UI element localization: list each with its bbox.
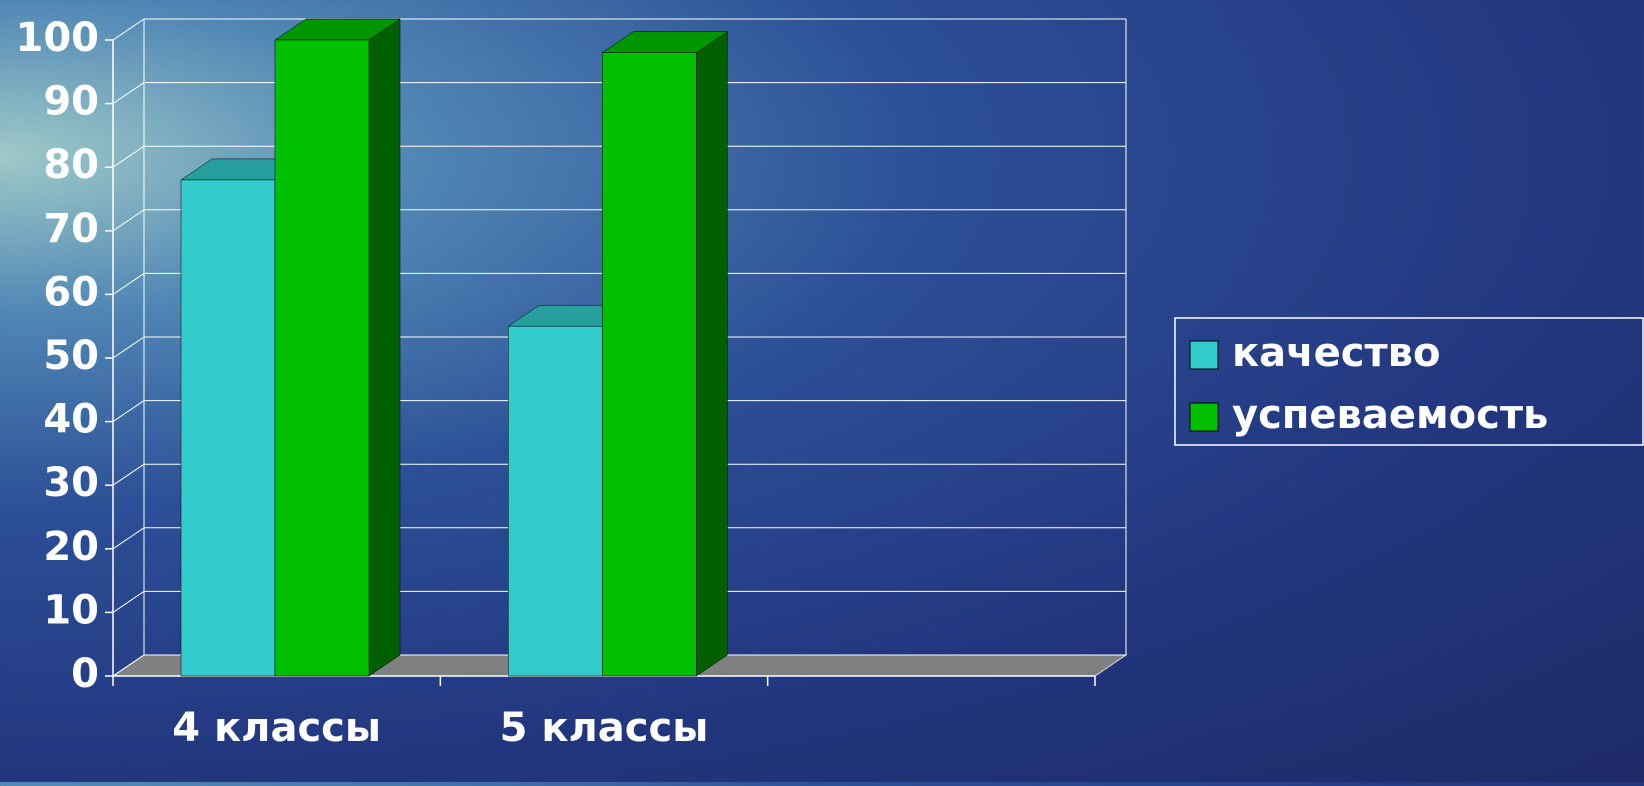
legend-swatch — [1190, 403, 1218, 431]
grid-line — [113, 273, 144, 294]
bar-front — [508, 326, 602, 676]
bar — [602, 32, 727, 676]
chart: 0 10 20 30 40 50 60 70 80 90 100 4 классы 5 классы ка… — [0, 0, 1644, 782]
y-tick-label: 0 — [71, 651, 99, 697]
y-tick-label: 90 — [43, 79, 99, 125]
grid-line — [113, 528, 144, 549]
bar-side — [369, 19, 400, 676]
legend-label: успеваемость — [1232, 392, 1548, 438]
bar-front — [181, 180, 275, 676]
bar-front — [602, 53, 696, 676]
y-tick-label: 20 — [43, 524, 99, 570]
legend-label: качество — [1232, 330, 1440, 376]
grid-line — [113, 19, 144, 40]
x-tick-label: 4 классы — [172, 705, 381, 751]
grid-line — [113, 337, 144, 358]
page: 0 10 20 30 40 50 60 70 80 90 100 4 классы 5 классы ка… — [0, 0, 1644, 782]
y-tick-label: 50 — [43, 333, 99, 379]
y-tick-label: 80 — [43, 142, 99, 188]
bar — [275, 19, 400, 676]
y-tick-label: 70 — [43, 206, 99, 252]
y-tick-label: 100 — [16, 15, 100, 61]
bar-front — [275, 40, 369, 676]
y-tick-label: 10 — [43, 587, 99, 633]
grid-line — [113, 146, 144, 167]
grid-line — [113, 401, 144, 422]
legend-swatch — [1190, 341, 1218, 369]
grid-line — [113, 83, 144, 104]
y-tick-label: 30 — [43, 460, 99, 506]
bar-side — [696, 32, 727, 676]
x-tick-label: 5 классы — [500, 705, 709, 751]
y-tick-label: 60 — [43, 269, 99, 315]
grid-line — [113, 464, 144, 485]
grid-line — [113, 591, 144, 612]
grid-line — [113, 210, 144, 231]
y-tick-label: 40 — [43, 397, 99, 443]
